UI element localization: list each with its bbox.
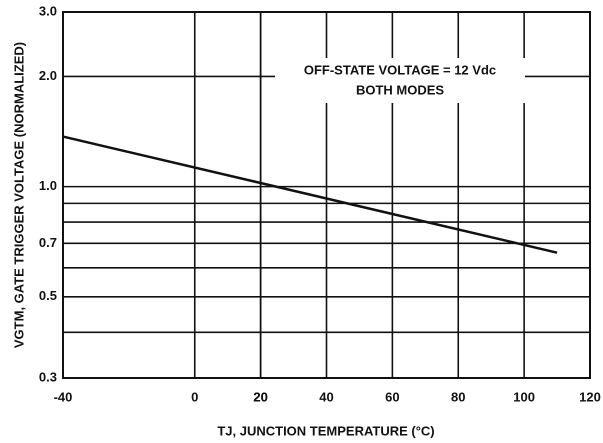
x-tick-label: 20 bbox=[253, 389, 267, 404]
y-tick-label: 1.0 bbox=[39, 178, 57, 193]
y-tick-label: 0.5 bbox=[39, 288, 57, 303]
data-line bbox=[62, 135, 558, 254]
x-tick-label: 120 bbox=[579, 389, 601, 404]
frame bbox=[62, 11, 591, 379]
x-tick-label: 80 bbox=[451, 389, 465, 404]
x-tick-label: 60 bbox=[385, 389, 399, 404]
x-tick-label: 40 bbox=[319, 389, 333, 404]
x-tick-label: 20 bbox=[253, 389, 267, 404]
y-tick-label: 3.0 bbox=[39, 3, 57, 18]
y-axis-label: VGTM, GATE TRIGGER VOLTAGE (NORMALIZED) bbox=[11, 42, 26, 348]
y-tick-label: 0.7 bbox=[39, 235, 57, 250]
y-tick-label: 2.0 bbox=[39, 68, 57, 83]
annotation: BOTH MODES bbox=[356, 82, 444, 97]
annotation: OFF-STATE VOLTAGE = 12 Vdc bbox=[304, 62, 496, 77]
x-tick-label: 0 bbox=[191, 389, 198, 404]
y-tick-label: 0.3 bbox=[39, 369, 57, 384]
x-tick-label: 100 bbox=[513, 389, 535, 404]
x-tick-label: -40 bbox=[54, 389, 73, 404]
annotation-bg bbox=[275, 58, 525, 103]
x-axis-label: TJ, JUNCTION TEMPERATURE (°C) bbox=[217, 423, 434, 438]
